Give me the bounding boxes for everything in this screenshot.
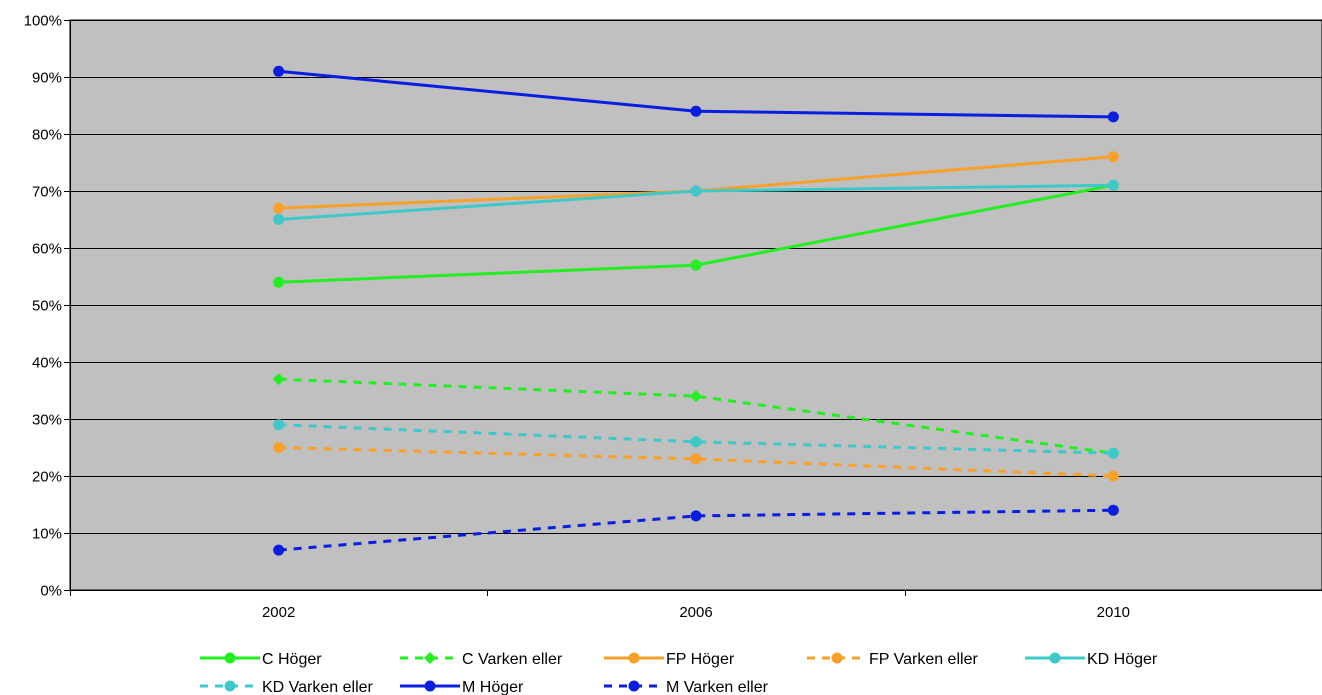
data-point: [1107, 470, 1119, 482]
data-point: [273, 65, 285, 77]
data-point: [272, 373, 285, 386]
series-line: [278, 377, 1114, 455]
y-axis-ticks: 0% 10% 20% 30% 40% 50% 60% 70% 80% 90% 100%: [24, 13, 70, 600]
y-tick-label: 40%: [32, 355, 62, 372]
x-axis-ticks: 2002 2006 2010: [70, 590, 1130, 621]
data-point: [690, 390, 702, 403]
legend-item: FP Varken eller: [807, 651, 978, 668]
y-tick-label: 90%: [32, 70, 62, 87]
legend-swatch-marker: [1049, 652, 1061, 664]
legend-item: KD Varken eller: [200, 679, 374, 695]
legend-item: KD Höger: [1025, 651, 1158, 668]
data-point: [690, 510, 702, 522]
y-tick-label: 50%: [32, 298, 62, 315]
y-tick-label: 20%: [32, 469, 62, 486]
y-tick-label: 10%: [32, 526, 62, 543]
data-point: [1107, 447, 1119, 459]
legend: C Höger C Varken eller FP Höger FP Varken e…: [200, 651, 1158, 695]
legend-swatch-marker: [424, 680, 436, 692]
legend-item: C Varken eller: [400, 651, 563, 668]
y-tick-label: 70%: [32, 184, 62, 201]
data-point: [273, 276, 285, 288]
legend-label: C Höger: [262, 651, 322, 668]
data-point: [690, 259, 702, 271]
series-kd-varken-eller: [273, 419, 1119, 459]
x-tick-label: 2006: [679, 604, 712, 621]
data-point: [273, 419, 285, 431]
x-tick-label: 2010: [1097, 604, 1130, 621]
legend-label: M Varken eller: [666, 679, 769, 695]
data-point: [1107, 151, 1119, 163]
data-point: [1107, 111, 1119, 123]
legend-item: M Höger: [400, 679, 524, 695]
legend-swatch-marker: [224, 652, 236, 664]
y-tick-label: 30%: [32, 412, 62, 429]
y-tick-label: 80%: [32, 127, 62, 144]
y-tick-label: 0%: [40, 583, 62, 600]
y-tick-label: 100%: [24, 13, 62, 30]
series-m-hoger: [273, 65, 1119, 123]
y-gridlines: [70, 20, 1322, 534]
legend-label: C Varken eller: [462, 651, 563, 668]
data-point: [273, 442, 285, 453]
series-kd-hoger: [273, 179, 1119, 225]
data-point: [273, 202, 285, 214]
data-point: [1107, 179, 1119, 191]
series-m-varken-eller: [273, 504, 1119, 556]
data-point: [690, 185, 702, 197]
legend-label: FP Höger: [666, 651, 735, 668]
legend-item: M Varken eller: [604, 679, 769, 695]
series-line: [278, 508, 1114, 552]
data-point: [273, 544, 285, 556]
legend-swatch-marker: [628, 680, 640, 692]
data-point: [1107, 504, 1119, 516]
data-point: [690, 436, 702, 448]
data-point: [690, 453, 702, 465]
legend-swatch-marker: [224, 680, 236, 692]
legend-swatch-marker: [831, 652, 843, 664]
series-line: [278, 423, 1114, 455]
series-group: [272, 65, 1120, 556]
legend-swatch-marker: [628, 652, 640, 664]
y-tick-label: 60%: [32, 241, 62, 258]
legend-item: C Höger: [200, 651, 322, 668]
series-fp-varken-eller: [273, 442, 1119, 482]
legend-label: KD Varken eller: [262, 679, 374, 695]
data-point: [273, 214, 285, 225]
series-line: [278, 446, 1114, 478]
legend-label: FP Varken eller: [869, 651, 978, 668]
data-point: [690, 105, 702, 117]
legend-label: M Höger: [462, 679, 524, 695]
x-tick-label: 2002: [262, 604, 295, 621]
legend-label: KD Höger: [1087, 651, 1158, 668]
legend-item: FP Höger: [604, 651, 735, 668]
legend-swatch-marker: [424, 652, 436, 664]
